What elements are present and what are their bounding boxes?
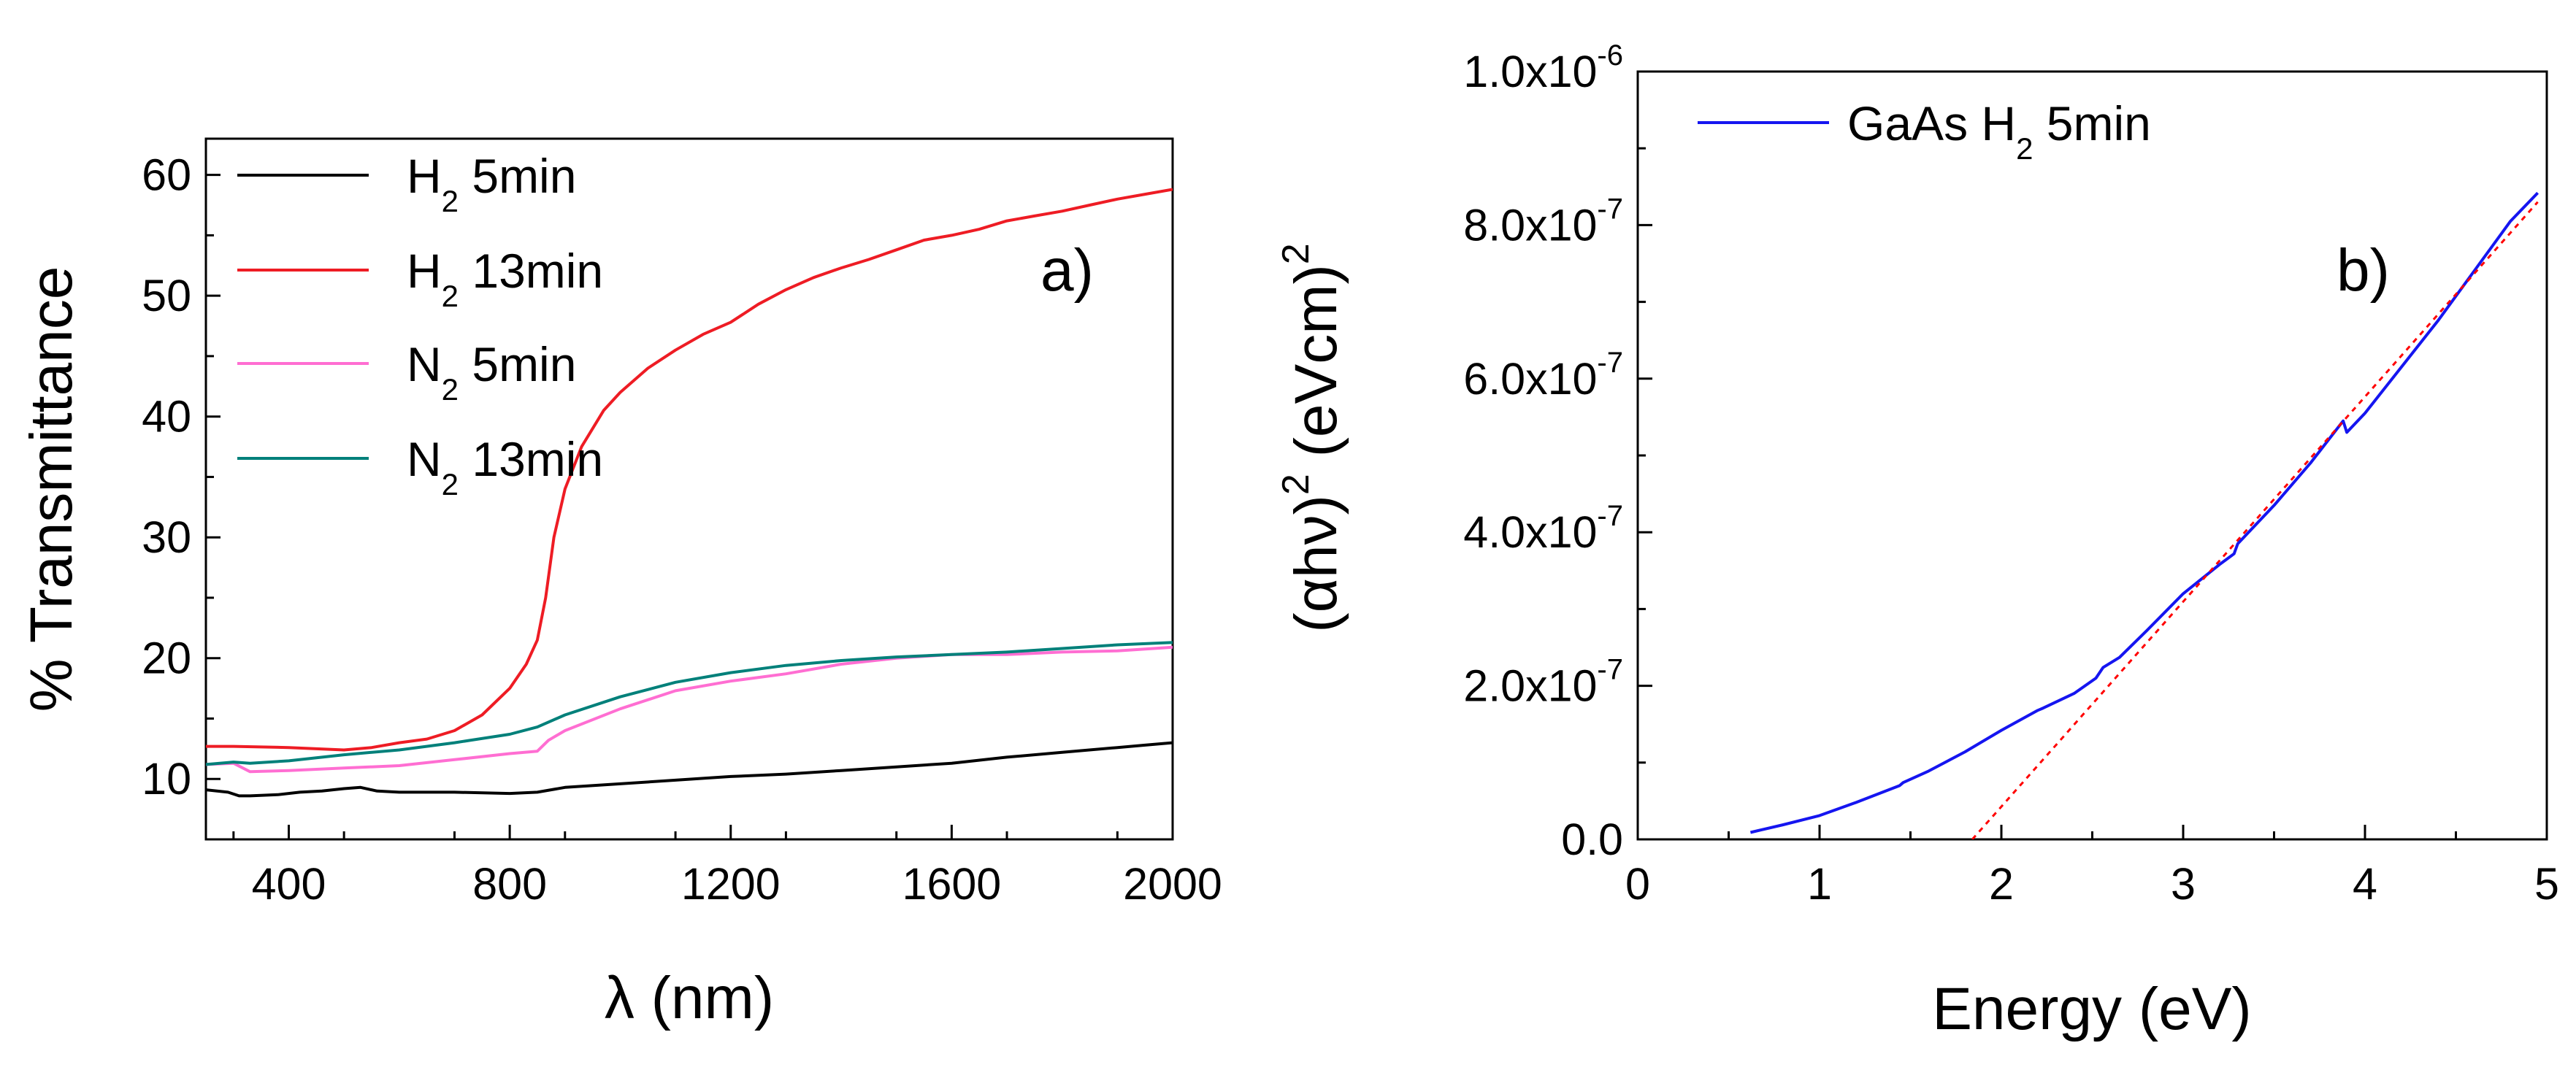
- panel-a-x-tick-label: 800: [472, 859, 547, 909]
- panel-a-label: a): [1040, 237, 1094, 304]
- svg-text:(αhν)2 (eVcm)2: (αhν)2 (eVcm)2: [1275, 243, 1349, 632]
- series-line-h2-13min: [206, 188, 1173, 752]
- linear-fit-line: [1971, 201, 2539, 839]
- panel-a-legend: H2 5min H2 13min N2 5min N2 13min: [237, 149, 603, 501]
- panel-a-x-tick-label: 2000: [1123, 859, 1222, 909]
- panel-a-series: [206, 188, 1173, 798]
- panel-a-y-tick-label: 60: [142, 150, 191, 200]
- panel-b-y-title-unit-sup: 2: [1275, 243, 1317, 264]
- panel-b-x-tick-label: 1: [1807, 859, 1832, 909]
- panel-a-x-tick-label: 400: [252, 859, 326, 909]
- series-line-h2-5min: [206, 741, 1173, 798]
- panel-b-x-tick-label: 2: [1989, 859, 2014, 909]
- panel-b-y-title-unit: (eVcm): [1283, 264, 1349, 474]
- panel-b-y-tick-label: 1.0x10-6: [1463, 39, 1623, 96]
- panel-b-y-title-sup: 2: [1275, 474, 1317, 495]
- legend-label: N2 13min: [407, 432, 603, 501]
- panel-a-transmittance: 400 800 1200 1600 2000 10 20 30 40 50 60 λ (nm) %…: [18, 137, 1222, 1031]
- panel-b-series: [1749, 191, 2539, 839]
- panel-a-x-tick-label: 1200: [681, 859, 781, 909]
- panel-a-x-tick-label: 1600: [902, 859, 1002, 909]
- panel-b-y-axis-title: (αhν)2 (eVcm)2: [1275, 243, 1349, 632]
- panel-a-y-tick-label: 50: [142, 271, 191, 320]
- panel-b-y-ticks: 0.0 2.0x10-7 4.0x10-7 6.0x10-7 8.0x10-7 1.0x1…: [1463, 39, 1652, 864]
- legend-label: H2 5min: [407, 149, 576, 218]
- panel-b-x-tick-label: 5: [2534, 859, 2559, 909]
- panel-a-y-tick-label: 20: [142, 634, 191, 683]
- panel-b-plot-frame: [1636, 70, 2548, 841]
- legend-label: N2 5min: [407, 337, 576, 407]
- panel-b-x-ticks: 0 1 2 3 4 5: [1625, 825, 2559, 909]
- panel-a-x-ticks: 400 800 1200 1600 2000: [232, 825, 1222, 909]
- panel-b-y-title-main: (αhν): [1283, 495, 1349, 633]
- panel-b-y-tick-label: 2.0x10-7: [1463, 654, 1623, 711]
- panel-b-tauc-plot: 0 1 2 3 4 5 0.0 2.0x10-7 4.0x10-7 6.0x10-7 8.0x10…: [1275, 39, 2559, 1042]
- panel-b-x-axis-title: Energy (eV): [1932, 976, 2252, 1042]
- series-line-n2-13min: [206, 641, 1173, 766]
- legend-label: H2 13min: [407, 244, 603, 313]
- series-line-gaas-h2-5min: [1749, 191, 2539, 834]
- panel-b-y-tick-label: 0.0: [1561, 815, 1623, 864]
- panel-b-label: b): [2337, 237, 2390, 304]
- panel-a-y-tick-label: 10: [142, 754, 191, 804]
- panel-a-x-axis-title: λ (nm): [605, 965, 774, 1031]
- panel-b-x-tick-label: 0: [1625, 859, 1650, 909]
- panel-b-x-tick-label: 3: [2171, 859, 2196, 909]
- panel-b-y-tick-label: 4.0x10-7: [1463, 500, 1623, 557]
- panel-a-y-ticks: 10 20 30 40 50 60: [142, 150, 221, 804]
- panel-b-y-tick-label: 8.0x10-7: [1463, 193, 1623, 250]
- panel-b-x-tick-label: 4: [2353, 859, 2377, 909]
- panel-a-y-tick-label: 40: [142, 392, 191, 442]
- legend-label: GaAs H2 5min: [1847, 96, 2151, 166]
- panel-a-plot-frame: [204, 137, 1174, 841]
- panel-b-legend: GaAs H2 5min: [1698, 96, 2151, 166]
- panel-a-y-axis-title: % Transmittance: [18, 266, 85, 712]
- panel-a-y-tick-label: 30: [142, 512, 191, 562]
- panel-b-y-tick-label: 6.0x10-7: [1463, 347, 1623, 404]
